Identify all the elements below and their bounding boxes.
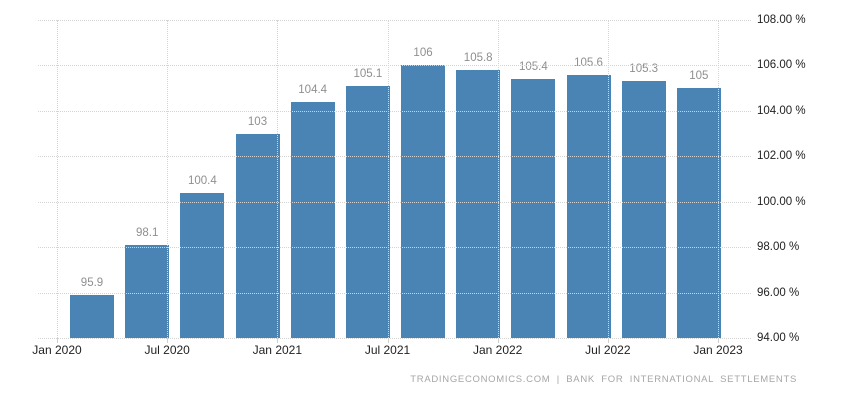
bar-value-label: 95.9 xyxy=(80,276,104,289)
x-tick-mark xyxy=(57,338,58,343)
x-tick-mark xyxy=(497,338,499,343)
v-gridline xyxy=(57,20,58,338)
y-axis-label: 108.00 % xyxy=(757,14,806,26)
x-axis-label: Jan 2020 xyxy=(32,343,82,357)
h-gridline xyxy=(38,156,751,158)
bar xyxy=(566,74,611,338)
bar xyxy=(511,79,556,338)
h-gridline xyxy=(38,65,751,67)
bar xyxy=(125,244,170,338)
y-axis-label: 98.00 % xyxy=(757,241,800,254)
attribution-text: TRADINGECONOMICS.COM | BANK FOR INTERNAT… xyxy=(410,374,797,385)
bar-value-label: 100.4 xyxy=(187,174,217,187)
bar xyxy=(70,294,114,338)
x-axis-label: Jan 2023 xyxy=(693,343,743,357)
bar xyxy=(676,88,721,338)
bar-value-label: 98.1 xyxy=(135,226,159,239)
v-gridline xyxy=(387,20,389,338)
v-gridline xyxy=(167,20,169,338)
x-axis-label: Jan 2022 xyxy=(472,343,523,357)
v-gridline xyxy=(277,20,279,338)
y-axis-label: 102.00 % xyxy=(757,150,806,163)
x-tick-mark xyxy=(387,338,389,343)
bar-value-label: 103 xyxy=(247,115,268,128)
bar xyxy=(290,101,335,338)
x-axis-label: Jan 2021 xyxy=(252,343,303,357)
x-tick-mark xyxy=(607,338,609,343)
v-gridline xyxy=(497,20,499,338)
bar-value-label: 104.4 xyxy=(298,83,328,96)
h-gridline xyxy=(38,20,751,21)
h-gridline xyxy=(38,338,751,339)
bar-value-label: 105 xyxy=(689,70,709,83)
y-axis-label: 106.00 % xyxy=(757,59,806,72)
x-axis-label: Jul 2022 xyxy=(585,343,631,357)
y-axis-label: 104.00 % xyxy=(757,104,806,117)
bar xyxy=(621,81,666,338)
bar xyxy=(180,192,225,338)
h-gridline xyxy=(38,247,751,249)
bar-value-label: 105.8 xyxy=(463,51,493,64)
bar-value-label: 105.1 xyxy=(353,67,383,80)
y-axis-label: 94.00 % xyxy=(757,332,800,344)
bar-value-label: 106 xyxy=(413,47,433,60)
x-tick-mark xyxy=(277,338,279,343)
x-tick-mark xyxy=(718,338,720,343)
x-axis-label: Jul 2020 xyxy=(144,343,190,357)
bar-value-label: 105.6 xyxy=(574,56,603,69)
y-axis-label: 96.00 % xyxy=(757,286,800,299)
h-gridline xyxy=(38,110,751,112)
x-tick-mark xyxy=(167,338,169,343)
bar xyxy=(235,133,280,338)
v-gridline xyxy=(607,20,609,338)
h-gridline xyxy=(38,292,751,294)
x-axis-label: Jul 2021 xyxy=(364,343,411,357)
v-gridline xyxy=(718,20,720,338)
y-axis-label: 100.00 % xyxy=(757,195,806,208)
bar-value-label: 105.4 xyxy=(518,61,548,74)
h-gridline xyxy=(38,201,751,203)
bar xyxy=(345,85,390,338)
